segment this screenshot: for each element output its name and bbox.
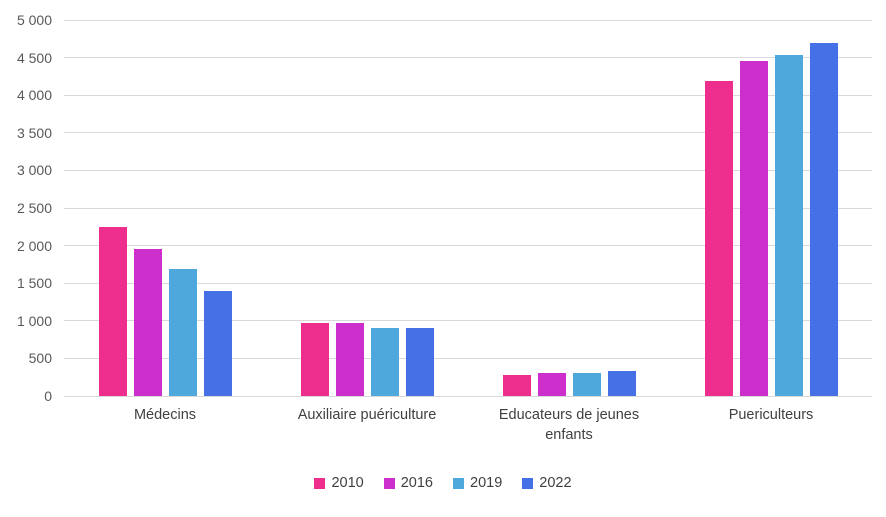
bar-2019-1 xyxy=(168,268,197,396)
bar-group xyxy=(64,20,266,396)
bar-2022-1 xyxy=(203,290,232,396)
legend-label: 2016 xyxy=(400,475,433,492)
y-tick-label: 1 500 xyxy=(16,275,52,292)
y-tick-label: 1 000 xyxy=(16,312,52,329)
bar-2016-1 xyxy=(133,249,162,396)
bar-group xyxy=(468,20,670,396)
gridline xyxy=(64,320,872,322)
legend-swatch-icon xyxy=(314,477,326,489)
bar-group xyxy=(670,20,872,396)
legend-item-2016: 2016 xyxy=(383,475,433,492)
y-tick-label: 3 000 xyxy=(16,162,52,179)
x-category-label: Puericulteurs xyxy=(728,407,814,423)
bar-2010-1 xyxy=(98,226,127,396)
gridline xyxy=(64,207,872,209)
y-tick-label: 2 000 xyxy=(16,237,52,254)
legend: 2010 2016 2019 2022 xyxy=(0,475,886,491)
legend-swatch-icon xyxy=(383,477,395,489)
y-tick-label: 5 000 xyxy=(16,12,52,28)
gridline xyxy=(64,395,872,397)
legend-swatch-icon xyxy=(453,477,464,489)
y-tick-label: 0 xyxy=(44,388,52,404)
x-category-label: Auxiliaire puériculture xyxy=(297,407,437,423)
gridline xyxy=(64,357,872,359)
bar-2019-2 xyxy=(370,327,399,396)
bar-2010-4 xyxy=(704,80,733,396)
y-tick-label: 4 500 xyxy=(16,49,52,66)
x-category-label: Educateurs de jeunes enfants xyxy=(498,407,640,443)
legend-label: 2010 xyxy=(331,475,364,492)
gridline xyxy=(64,132,872,134)
gridline xyxy=(64,282,872,284)
legend-label: 2019 xyxy=(470,475,503,492)
bar-2010-3 xyxy=(502,374,531,396)
bar-groups xyxy=(64,20,872,396)
x-category-label: Médecins xyxy=(133,407,197,423)
legend-item-2010: 2010 xyxy=(314,475,364,492)
bar-group xyxy=(266,20,468,396)
bar-2022-2 xyxy=(405,327,434,396)
plot-area xyxy=(64,19,872,397)
bar-2022-4 xyxy=(809,43,838,396)
y-tick-label: 2 500 xyxy=(16,200,52,216)
x-axis-labels: Médecins Auxiliaire puériculture Educateur… xyxy=(64,396,872,445)
gridline xyxy=(64,94,872,96)
y-tick-label: 500 xyxy=(28,350,52,367)
gridline xyxy=(64,245,872,247)
bar-2016-4 xyxy=(739,61,768,396)
gridline xyxy=(64,19,872,21)
legend-swatch-icon xyxy=(522,477,534,489)
bar-2016-3 xyxy=(537,373,566,396)
bar-2022-3 xyxy=(607,371,636,396)
gridline xyxy=(64,57,872,59)
legend-item-2019: 2019 xyxy=(453,475,502,491)
y-tick-label: 4 000 xyxy=(16,87,52,104)
plot-row: 0 500 1 000 1 500 2 000 2 500 3 000 3 500 4 000 4… xyxy=(0,12,886,404)
legend-item-2022: 2022 xyxy=(522,475,572,492)
y-axis: 0 500 1 000 1 500 2 000 2 500 3 000 3 500 4 000 4… xyxy=(0,12,64,404)
bar-2019-3 xyxy=(572,372,601,396)
legend-label: 2022 xyxy=(539,475,572,492)
bar-2016-2 xyxy=(335,323,364,396)
y-tick-label: 3 500 xyxy=(16,124,52,141)
bar-2019-4 xyxy=(774,55,803,396)
bar-2010-2 xyxy=(300,323,329,396)
gridline xyxy=(64,169,872,171)
